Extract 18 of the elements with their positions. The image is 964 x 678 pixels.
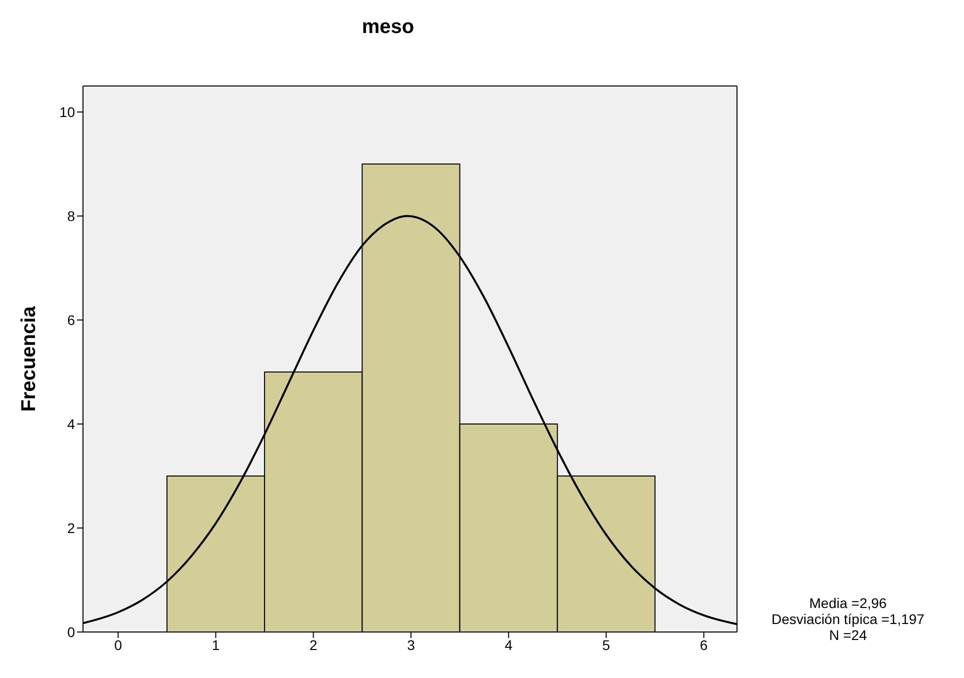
x-tick-label: 3 [407, 636, 416, 653]
y-tick-label: 8 [67, 208, 76, 224]
x-tick-label: 6 [700, 636, 708, 653]
x-tick-label: 0 [114, 636, 122, 653]
y-tick-label: 0 [67, 624, 76, 640]
x-tick-label: 5 [602, 636, 610, 653]
text: N =24 [828, 627, 868, 643]
x-tick-label: 4 [504, 636, 513, 653]
y-tick-label: 10 [59, 104, 76, 120]
chart-title: meso [360, 16, 416, 39]
text: Desviación típica =1,197 [770, 611, 926, 627]
y-tick-label: 6 [67, 312, 76, 328]
x-tick-label: 2 [309, 636, 318, 653]
y-axis-title: Frecuencia [18, 305, 40, 412]
y-tick-label: 2 [67, 520, 76, 536]
x-tick-label: 1 [212, 636, 220, 653]
text: Media =2,96 [808, 595, 888, 611]
y-tick-label: 4 [67, 416, 76, 432]
